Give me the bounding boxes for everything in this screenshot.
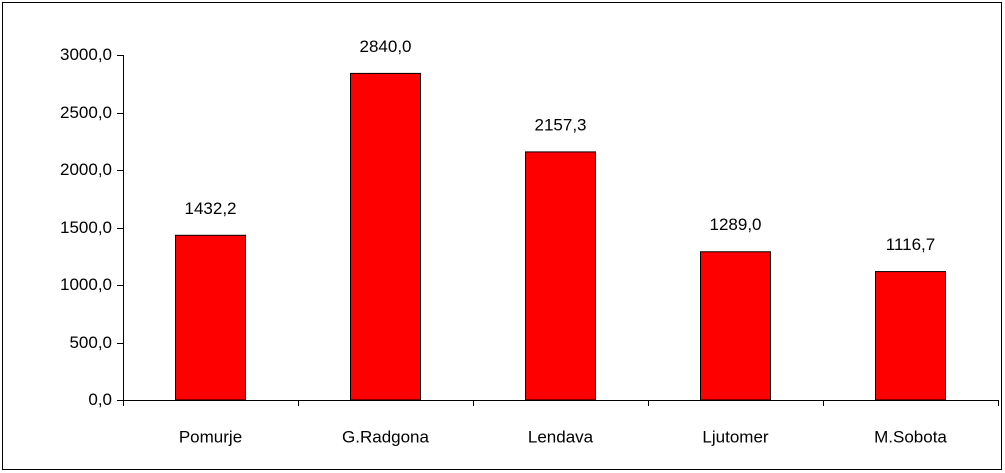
bar (525, 151, 596, 401)
value-label: 2840,0 (360, 37, 412, 56)
y-tick-label: 2500,0 (60, 103, 112, 122)
x-tick-label: G.Radgona (342, 427, 429, 446)
y-tick-label: 3000,0 (60, 45, 112, 64)
x-tick-label: Lendava (528, 427, 594, 446)
x-tick-label: M.Sobota (874, 427, 947, 446)
y-tick-label: 1500,0 (60, 218, 112, 237)
y-tick-label: 500,0 (69, 333, 112, 352)
x-tick-label: Pomurje (179, 427, 242, 446)
bar (175, 234, 246, 401)
bar (875, 271, 946, 401)
y-tick-label: 1000,0 (60, 275, 112, 294)
value-label: 1432,2 (185, 199, 237, 218)
y-tick-label: 2000,0 (60, 160, 112, 179)
x-tick-label: Ljutomer (702, 427, 768, 446)
value-label: 2157,3 (535, 115, 587, 134)
bar (350, 72, 421, 401)
y-tick-label: 0,0 (88, 390, 112, 409)
value-label: 1116,7 (886, 235, 935, 254)
bar (700, 251, 771, 401)
value-label: 1289,0 (710, 215, 762, 234)
